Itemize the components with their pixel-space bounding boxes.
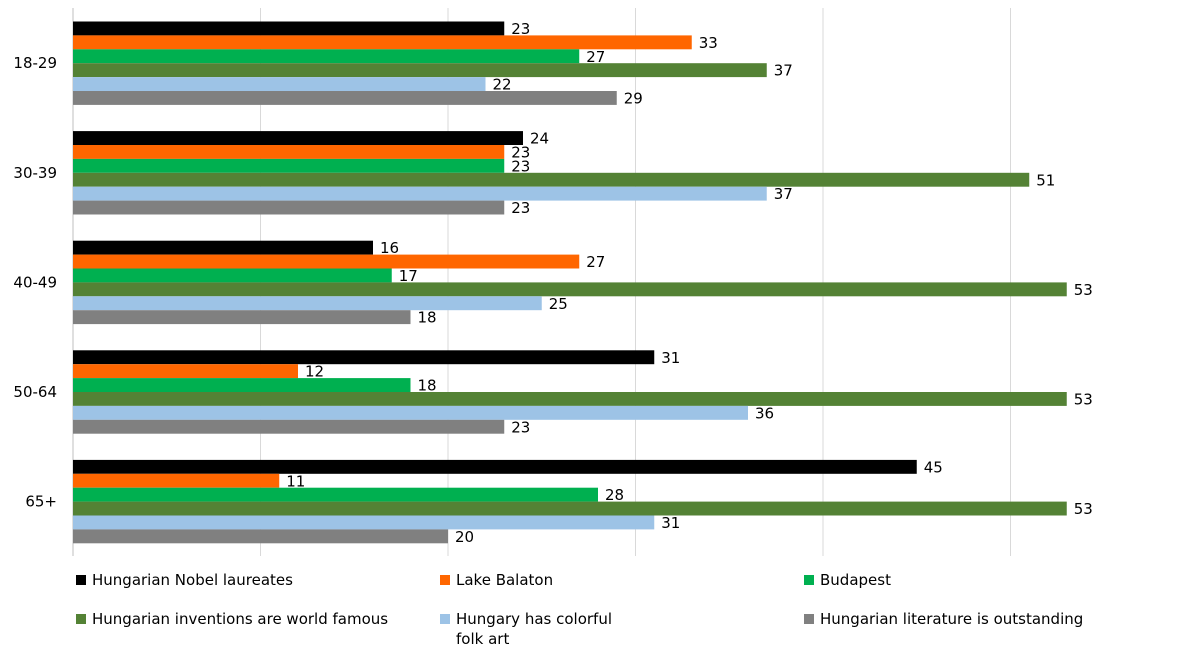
data-label: 28	[605, 486, 624, 504]
data-label: 24	[530, 130, 549, 148]
bar	[73, 473, 280, 488]
bar	[73, 158, 505, 173]
bar	[73, 405, 748, 420]
data-label: 27	[586, 48, 605, 66]
legend-item-nobel: Hungarian Nobel laureates	[76, 570, 293, 590]
bar	[73, 63, 767, 78]
legend-item-balaton: Lake Balaton	[440, 570, 553, 590]
bar	[73, 21, 505, 36]
bar	[73, 131, 523, 145]
legend-swatch-inventions	[76, 614, 86, 624]
category-label: 40-49	[13, 273, 57, 291]
category-label: 50-64	[13, 383, 57, 401]
data-label: 16	[380, 239, 399, 257]
legend-label-inventions: Hungarian inventions are world famous	[92, 610, 389, 628]
data-label: 18	[418, 309, 437, 327]
data-label: 33	[699, 34, 718, 52]
data-label: 18	[418, 377, 437, 395]
bar	[73, 49, 580, 64]
legend-label-budapest: Budapest	[820, 571, 891, 589]
category-label: 18-29	[13, 54, 57, 72]
data-label: 37	[774, 185, 793, 203]
legend-label-folk-art: Hungary has colorful folk art	[456, 610, 612, 648]
data-label: 11	[286, 472, 305, 490]
category-label: 30-39	[13, 164, 57, 182]
legend-label-nobel: Hungarian Nobel laureates	[92, 571, 293, 589]
bar	[73, 91, 617, 105]
bar	[73, 378, 411, 392]
data-label: 23	[511, 199, 530, 217]
bar	[73, 240, 373, 255]
data-label: 37	[774, 62, 793, 80]
bar	[73, 268, 392, 283]
legend-item-budapest: Budapest	[804, 570, 891, 590]
bar	[73, 350, 655, 365]
bar	[73, 35, 692, 50]
legend-swatch-folk-art	[440, 614, 450, 624]
legend-swatch-balaton	[440, 575, 450, 585]
data-label: 23	[511, 157, 530, 175]
legend-label-literature: Hungarian literature is outstanding	[820, 610, 1084, 628]
data-label: 23	[511, 143, 530, 161]
data-label: 27	[586, 253, 605, 271]
legend-label-balaton: Lake Balaton	[456, 571, 554, 589]
data-label: 53	[1074, 500, 1093, 518]
bar	[73, 529, 448, 544]
bar	[73, 459, 917, 474]
bar	[73, 364, 298, 379]
bar	[73, 515, 655, 530]
bar	[73, 186, 767, 201]
legend-swatch-nobel	[76, 575, 86, 585]
data-label: 53	[1074, 390, 1093, 408]
category-label: 65+	[25, 493, 57, 511]
data-label: 51	[1036, 171, 1055, 189]
bar	[73, 487, 598, 502]
data-label: 31	[661, 349, 680, 367]
data-label: 23	[511, 418, 530, 436]
bar	[73, 392, 1067, 406]
bar	[73, 296, 542, 311]
data-label: 17	[399, 267, 418, 285]
legend-item-literature: Hungarian literature is outstanding	[804, 609, 1083, 629]
data-label: 36	[755, 404, 774, 422]
bar	[73, 419, 505, 434]
bar	[73, 310, 411, 325]
bar	[73, 254, 580, 269]
data-label: 12	[305, 363, 324, 381]
data-label: 29	[624, 89, 643, 107]
legend-item-folk-art: Hungary has colorful folk art	[440, 609, 612, 649]
data-label: 31	[661, 514, 680, 532]
bar	[73, 145, 505, 159]
data-label: 23	[511, 20, 530, 38]
bar	[73, 282, 1067, 297]
data-label: 22	[493, 76, 512, 94]
bar	[73, 200, 505, 215]
data-label: 25	[549, 295, 568, 313]
bar-chart: 18-2923332737222930-3924232351372340-491…	[13, 8, 1093, 556]
data-label: 45	[924, 458, 943, 476]
bar	[73, 172, 1030, 187]
data-label: 53	[1074, 281, 1093, 299]
legend-swatch-literature	[804, 614, 814, 624]
bar	[73, 77, 486, 91]
data-label: 20	[455, 528, 474, 546]
legend-item-inventions: Hungarian inventions are world famous	[76, 609, 388, 629]
legend-swatch-budapest	[804, 575, 814, 585]
bar	[73, 501, 1067, 516]
